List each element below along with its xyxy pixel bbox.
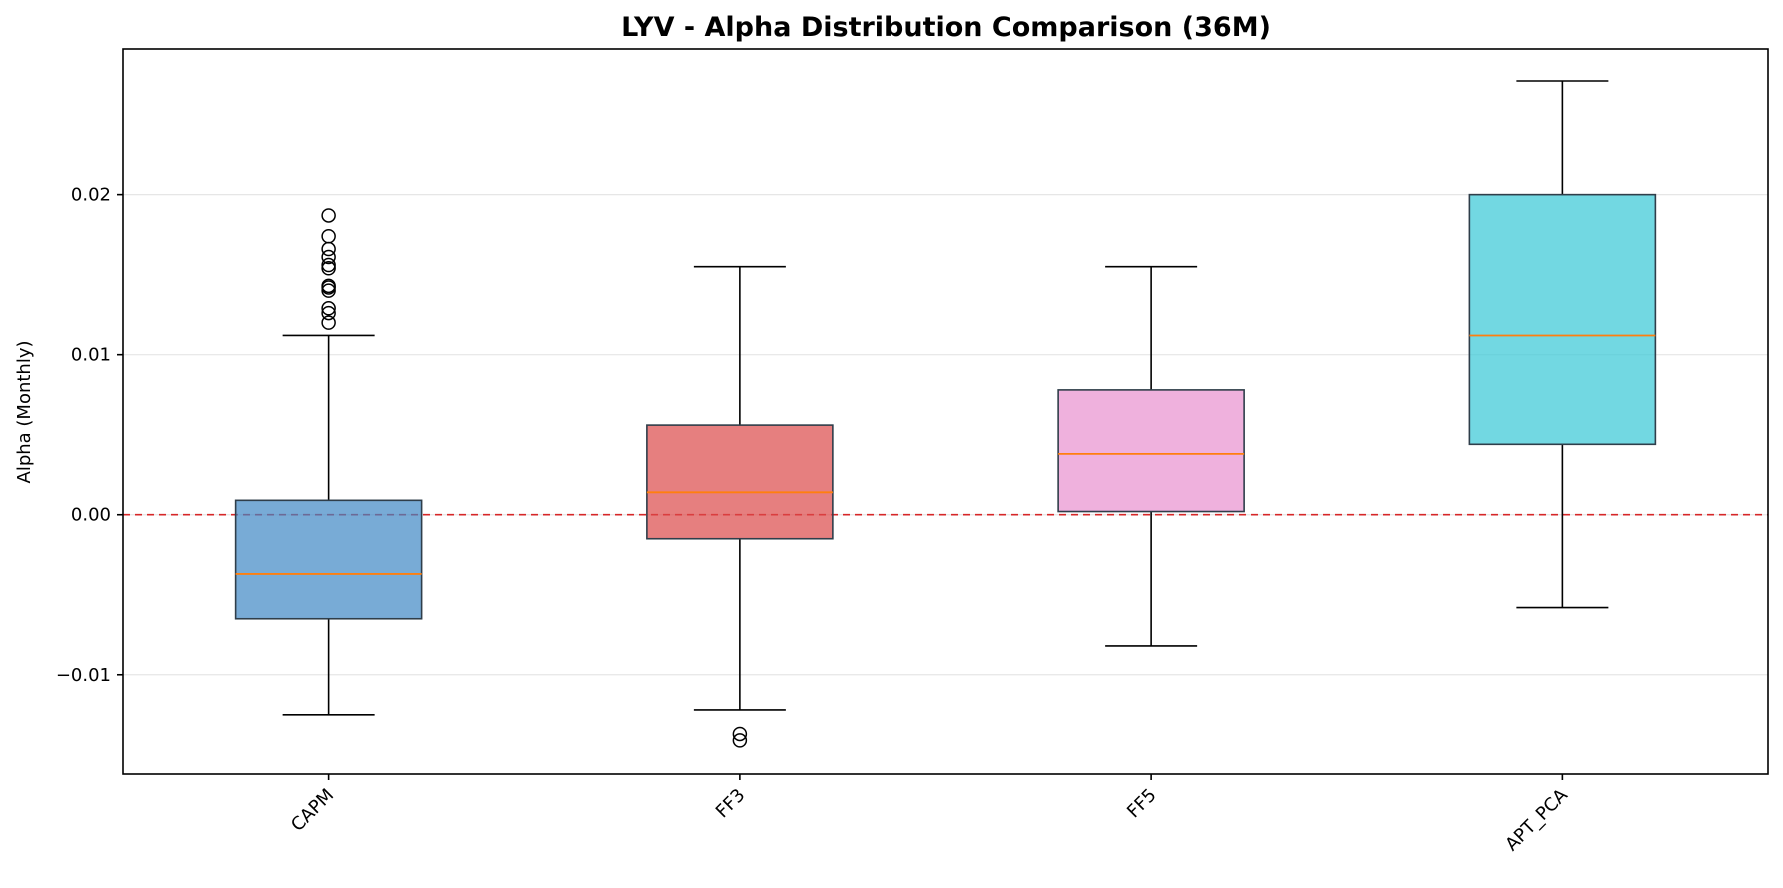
y-tick-label: 0.02 xyxy=(71,185,111,206)
outlier-point xyxy=(732,726,748,742)
box-ff5 xyxy=(1057,265,1245,647)
box-apt-pca xyxy=(1468,80,1657,609)
iqr-box xyxy=(1057,389,1245,513)
outlier-point xyxy=(321,301,336,316)
outlier-point xyxy=(321,278,336,294)
iqr-box xyxy=(646,424,834,540)
y-tick-label: 0.01 xyxy=(71,345,111,366)
outlier-point xyxy=(321,241,336,257)
plot-frame xyxy=(122,48,1769,775)
outlier-point xyxy=(321,257,336,273)
boxes-layer xyxy=(234,80,1657,748)
x-tick-label: APT_PCA xyxy=(1501,784,1572,855)
y-axis-label: Alpha (Monthly) xyxy=(14,340,35,483)
x-tick-label: CAPM xyxy=(287,785,338,836)
y-tick-label: −0.01 xyxy=(56,665,111,686)
iqr-box xyxy=(1468,193,1657,446)
outlier-point xyxy=(732,733,748,748)
y-tick-label: 0.00 xyxy=(71,505,111,526)
outlier-point xyxy=(321,208,336,223)
outlier-point xyxy=(321,249,336,265)
outlier-point xyxy=(321,305,336,321)
outlier-point xyxy=(321,315,336,330)
outlier-point xyxy=(321,229,336,244)
x-tick-label: FF3 xyxy=(712,785,750,823)
x-tick-label: FF5 xyxy=(1123,785,1161,823)
box-capm xyxy=(234,208,423,716)
box-ff3 xyxy=(646,265,834,748)
chart-title: LYV - Alpha Distribution Comparison (36M… xyxy=(621,12,1271,43)
iqr-box xyxy=(234,499,423,620)
